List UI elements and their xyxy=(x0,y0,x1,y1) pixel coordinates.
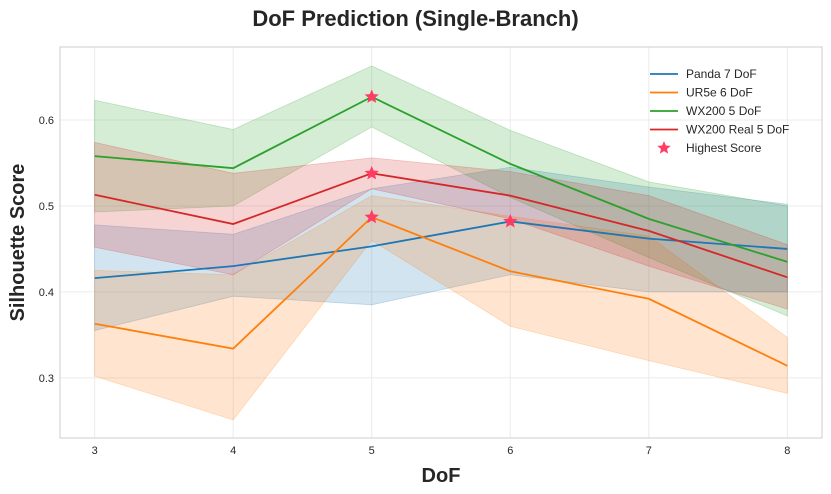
x-tick-label: 3 xyxy=(92,445,98,457)
x-tick-labels: 3 4 5 6 7 8 xyxy=(92,445,791,457)
x-tick-label: 6 xyxy=(507,445,513,457)
series-lines xyxy=(94,95,788,367)
confidence-band-series-0 xyxy=(94,166,788,332)
x-tick-label: 5 xyxy=(369,445,375,457)
legend-label: WX200 5 DoF xyxy=(686,104,761,118)
confidence-band-series-2 xyxy=(94,65,788,317)
x-axis-label: DoF xyxy=(422,465,461,487)
x-tick-label: 7 xyxy=(646,445,652,457)
highest-score-star xyxy=(364,89,379,103)
y-tick-label: 0.3 xyxy=(39,373,54,385)
x-tick-label: 4 xyxy=(230,445,236,457)
x-tick-label: 8 xyxy=(784,445,790,457)
highest-score-markers xyxy=(364,89,518,228)
y-tick-label: 0.4 xyxy=(39,287,54,299)
confidence-band-series-1 xyxy=(94,195,788,421)
series-line-2 xyxy=(94,95,788,263)
confidence-bands xyxy=(94,65,788,421)
grid-lines xyxy=(60,47,822,438)
plot-frame xyxy=(59,46,823,439)
series-line-1 xyxy=(94,216,788,367)
legend-label: Highest Score xyxy=(686,141,762,155)
legend-star-icon xyxy=(657,141,671,154)
highest-score-star xyxy=(364,209,379,224)
y-axis-label: Silhouette Score xyxy=(7,164,29,322)
highest-score-star xyxy=(364,165,379,180)
legend: Panda 7 DoF UR5e 6 DoF WX200 5 DoF WX200 Re… xyxy=(650,67,789,155)
y-tick-label: 0.6 xyxy=(39,115,54,127)
legend-label: UR5e 6 DoF xyxy=(686,86,753,100)
chart-title: DoF Prediction (Single-Branch) xyxy=(252,6,579,31)
legend-label: Panda 7 DoF xyxy=(686,67,757,81)
confidence-band-series-3 xyxy=(94,141,788,310)
series-line-0 xyxy=(94,220,788,280)
series-line-3 xyxy=(94,172,788,279)
y-tick-label: 0.5 xyxy=(39,201,54,213)
legend-label: WX200 Real 5 DoF xyxy=(686,123,789,137)
highest-score-star xyxy=(503,213,518,228)
y-tick-labels: 0.3 0.4 0.5 0.6 xyxy=(39,115,54,385)
